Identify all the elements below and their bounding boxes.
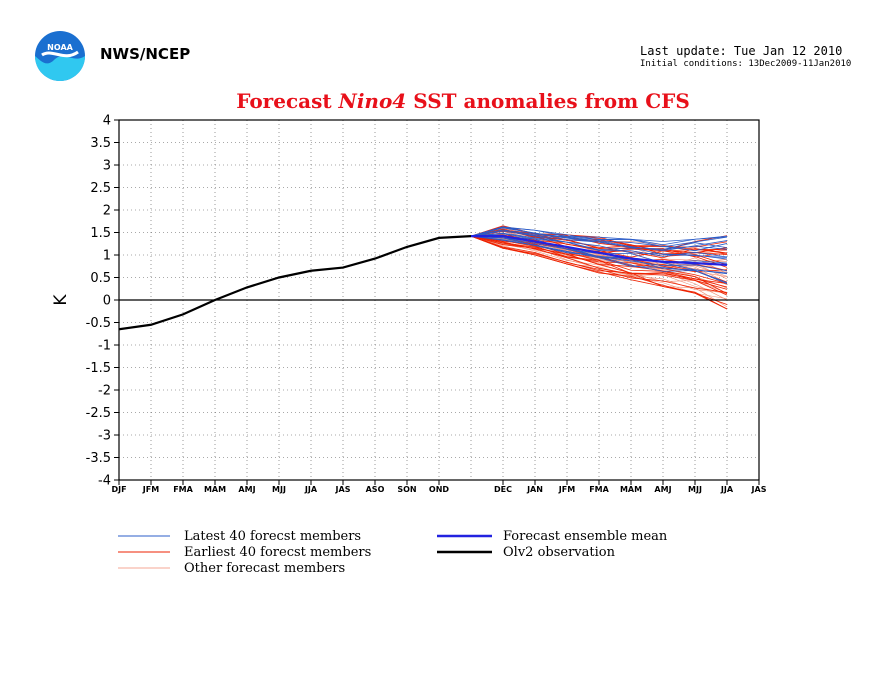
y-tick-label: -4 <box>98 474 111 489</box>
legend-label: Earliest 40 forecst members <box>184 545 371 560</box>
legend-label: Forecast ensemble mean <box>503 529 668 544</box>
y-tick-label: -1 <box>98 339 111 354</box>
other-member-line <box>470 227 728 255</box>
chart-title: Forecast Nino4 SST anomalies from CFS <box>0 89 880 113</box>
x-tick-label: SON <box>397 485 416 494</box>
y-tick-label: 3.5 <box>90 136 111 151</box>
x-tick-label: JFM <box>558 485 575 494</box>
x-tick-label: MAM <box>204 485 226 494</box>
axes: 4 3.5 3 2.5 2 1.5 1 0.5 0 -0.5 -1 -1.5 -2 -2.5 -3 -3.5 -… <box>86 114 767 495</box>
legend-label: Olv2 observation <box>503 545 616 560</box>
latest-member-line <box>470 235 728 274</box>
latest-member-line <box>470 230 728 258</box>
x-tick-label: JAS <box>751 485 767 494</box>
earliest-member-line <box>470 235 728 284</box>
y-tick-label: 3 <box>103 159 111 174</box>
y-tick-label: -1.5 <box>86 361 111 376</box>
ensemble-members <box>470 225 728 310</box>
earliest-member-line <box>470 235 728 310</box>
x-tick-label: JAN <box>526 485 543 494</box>
x-tick-label: ASO <box>366 485 385 494</box>
earliest-member-line <box>470 235 728 290</box>
title-region: Nino4 <box>338 89 407 113</box>
ensemble-mean-line <box>471 235 728 266</box>
x-tick-label: AMJ <box>238 485 255 494</box>
y-tick-label: -2.5 <box>86 406 111 421</box>
title-part-1: Forecast <box>236 89 339 113</box>
last-update-text: Last update: Tue Jan 12 2010 <box>640 44 843 58</box>
x-tick-label: MAM <box>620 485 642 494</box>
y-tick-label: 4 <box>103 114 111 129</box>
observation-line <box>118 235 472 331</box>
earliest-member-line <box>470 235 728 293</box>
svg-text:NOAA: NOAA <box>47 43 73 52</box>
y-axis-label: K <box>51 294 71 306</box>
latest-member-line <box>470 233 728 258</box>
noaa-logo: NOAA <box>35 31 85 81</box>
x-tick-label: OND <box>429 485 449 494</box>
x-tick-label: FMA <box>173 485 193 494</box>
initial-conditions-text: Initial conditions: 13Dec2009-11Jan2010 <box>640 59 852 69</box>
earliest-member-line <box>470 229 728 258</box>
x-tick-label: DEC <box>494 485 512 494</box>
legend-label: Latest 40 forecst members <box>184 529 361 544</box>
y-tick-label: 0.5 <box>90 271 111 286</box>
latest-member-line <box>470 232 728 260</box>
x-tick-label: AMJ <box>654 485 671 494</box>
latest-member-line <box>470 226 728 246</box>
y-tick-label: 2 <box>103 204 111 219</box>
y-tick-label: -3.5 <box>86 451 111 466</box>
y-tick-label: 1 <box>103 249 111 264</box>
other-member-line <box>470 231 728 262</box>
x-tick-label: JJA <box>720 485 734 494</box>
x-tick-label: MJJ <box>688 485 702 494</box>
x-tick-label: FMA <box>589 485 609 494</box>
y-tick-label: 2.5 <box>90 181 111 196</box>
x-tick-label: JFM <box>142 485 159 494</box>
y-tick-label: 0 <box>103 294 111 309</box>
legend-label: Other forecast members <box>184 561 345 576</box>
organization-label: NWS/NCEP <box>100 45 191 63</box>
x-tick-label: MJJ <box>272 485 286 494</box>
earliest-member-line <box>470 235 728 296</box>
x-tick-label: JJA <box>304 485 318 494</box>
earliest-member-line <box>470 235 728 288</box>
y-tick-label: -0.5 <box>86 316 111 331</box>
y-tick-label: -3 <box>98 429 111 444</box>
x-tick-label: JAS <box>335 485 351 494</box>
title-part-3: SST anomalies from CFS <box>406 89 690 113</box>
series-lines <box>118 235 728 331</box>
earliest-member-line <box>470 235 728 310</box>
y-tick-label: -2 <box>98 384 111 399</box>
x-tick-label: DJF <box>111 485 126 494</box>
latest-member-line <box>470 229 728 252</box>
y-tick-label: 1.5 <box>90 226 111 241</box>
